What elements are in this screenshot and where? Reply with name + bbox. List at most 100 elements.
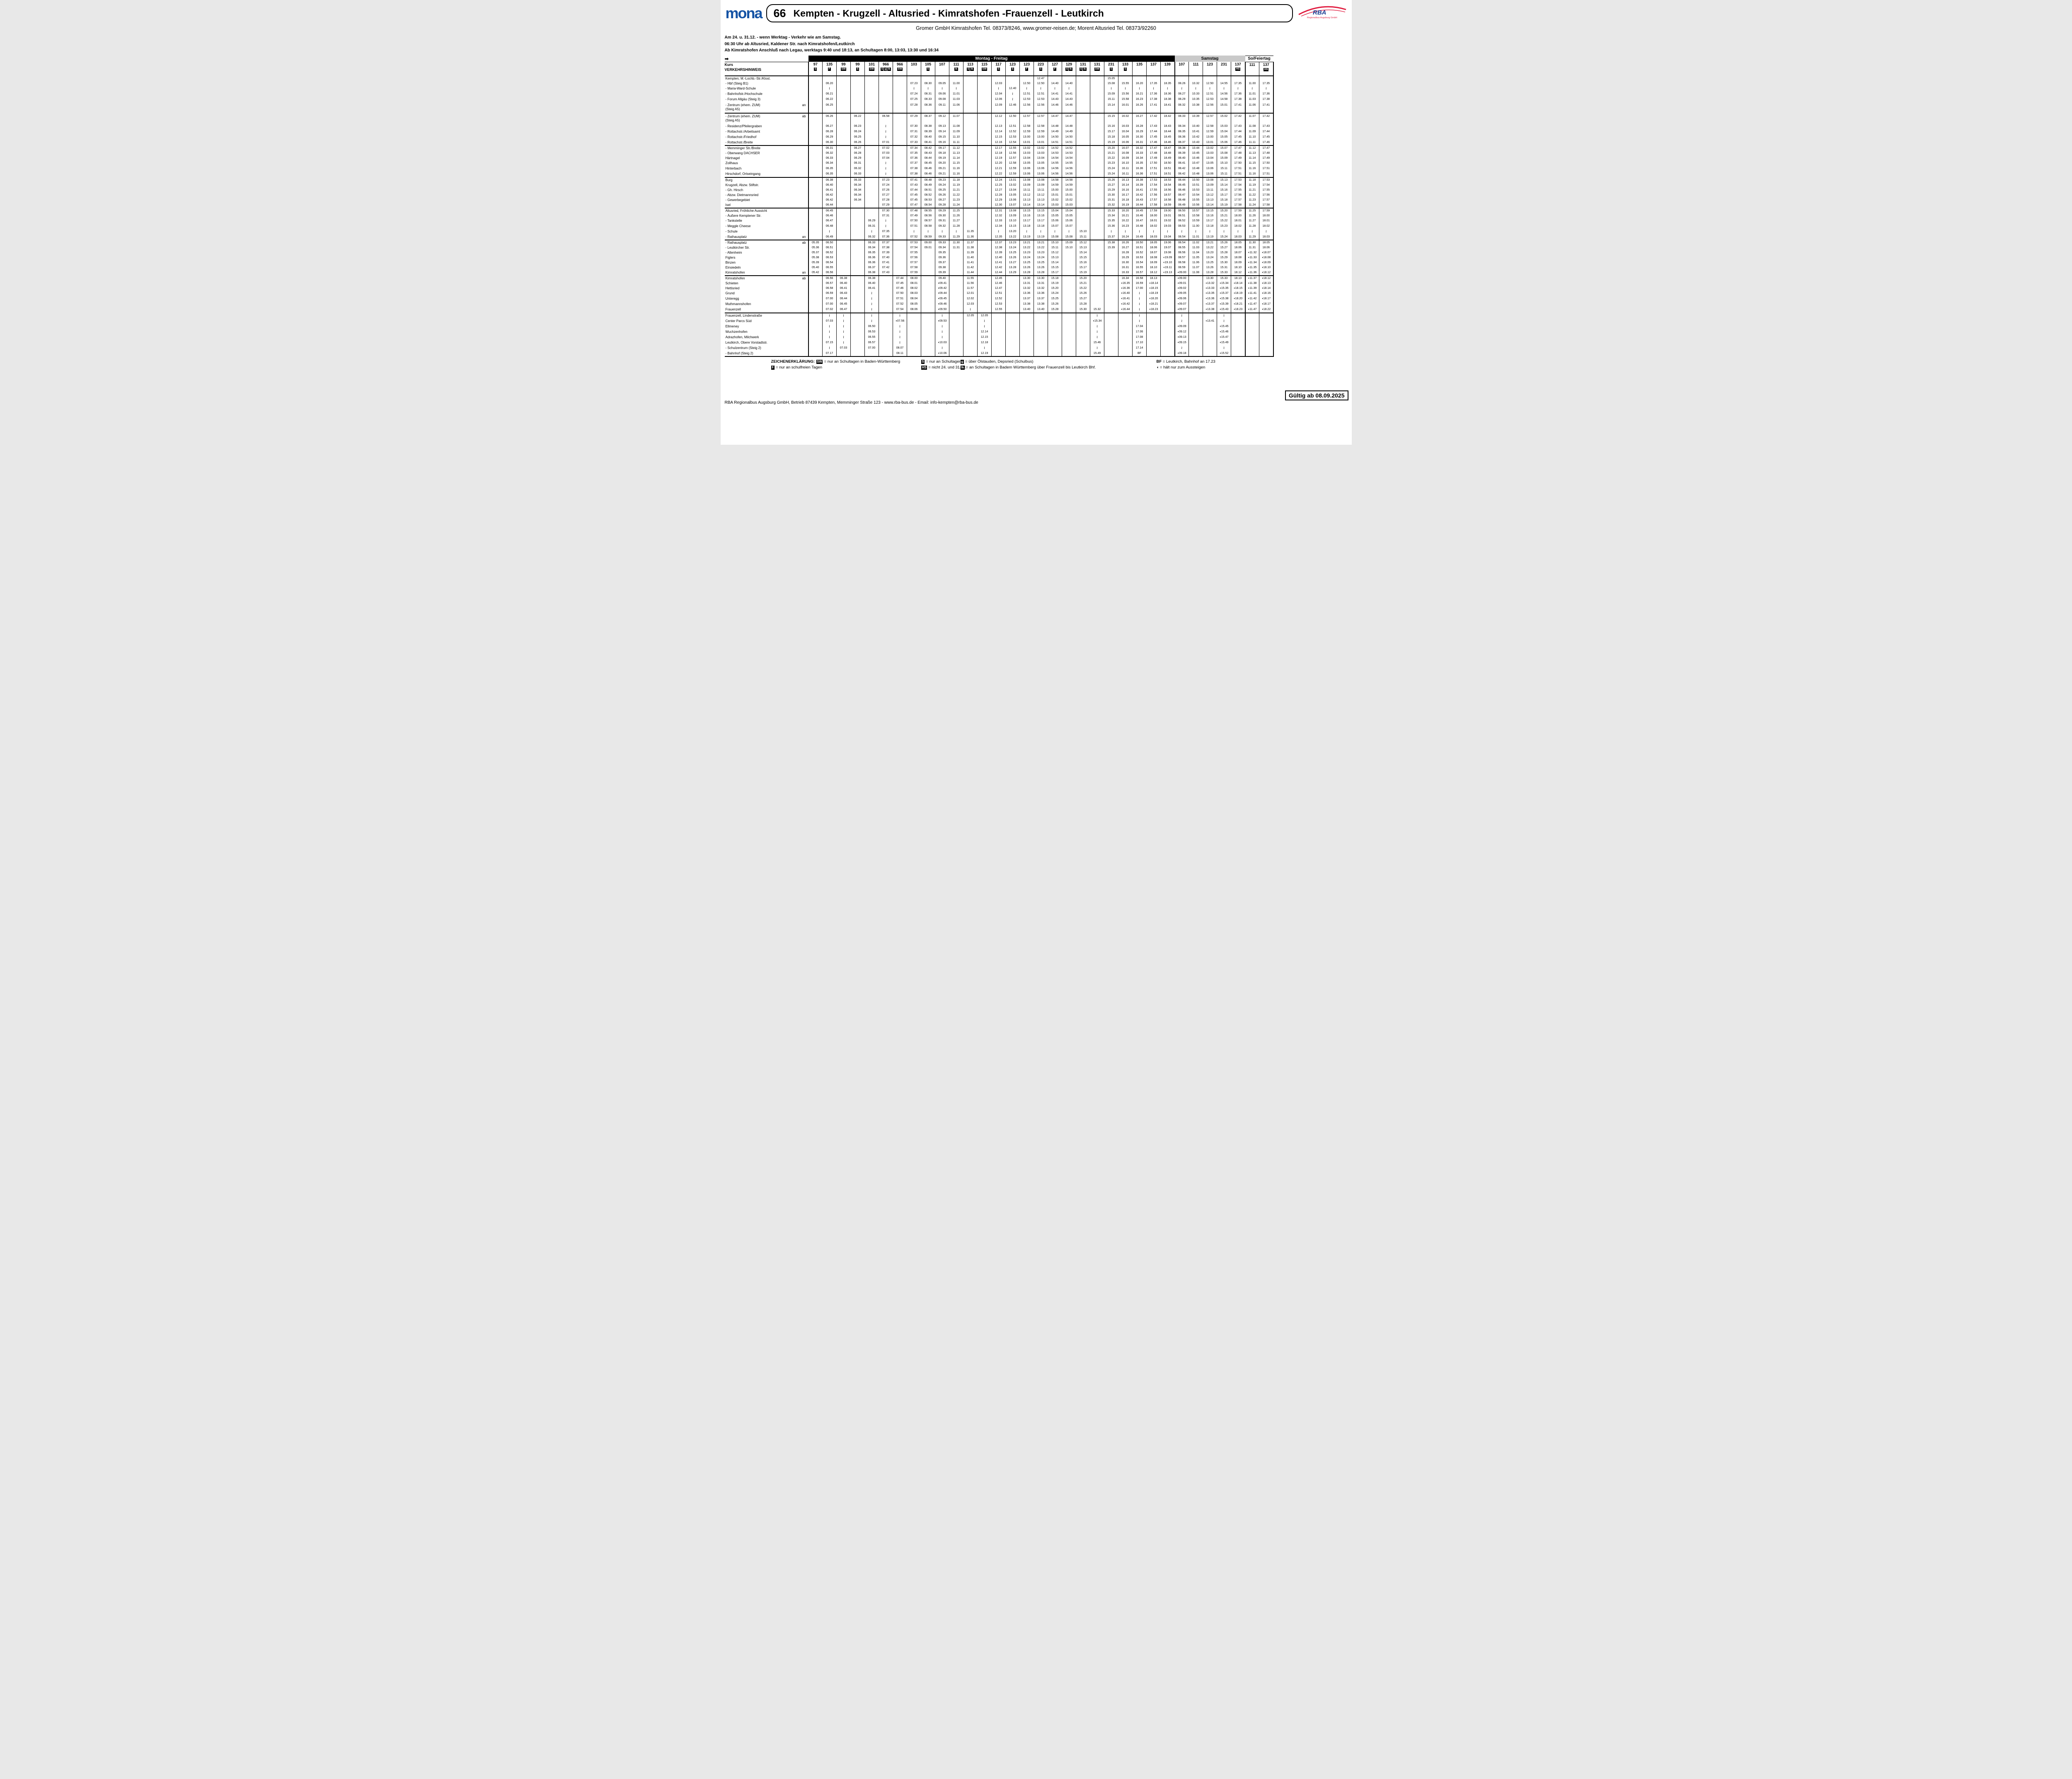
time-cell: ≀ [864,301,879,307]
time-cell [836,86,851,92]
time-cell [1076,202,1090,208]
time-cell [977,134,992,140]
time-cell [1188,301,1203,307]
time-cell: 17.00 [1132,286,1147,291]
time-cell: 17.36 [1146,91,1161,97]
no-stop-squiggle: ≀ [871,319,873,323]
time-cell: ≀ [935,312,949,319]
time-cell: ≀ [879,124,893,129]
time-cell: ◖15.37 [1217,291,1231,296]
time-cell: 09.27 [935,197,949,203]
time-cell [1076,97,1090,102]
time-cell [1160,291,1175,296]
line-title: Kempten - Krugzell - Altusried - Kimrats… [793,7,1104,19]
time-cell: 14.58 [1062,177,1076,183]
time-cell: 15.07 [1062,223,1076,229]
time-cell: 17.38 [1146,97,1161,102]
time-cell: 19.04 [1160,234,1175,240]
time-cell: 08.06 [907,307,921,313]
time-cell: 07.30 [907,124,921,129]
time-cell: 12.01 [963,291,978,296]
time-cell: 12.51 [1019,91,1034,97]
time-cell: 05.38 [808,255,823,260]
time-cell: ≀ [935,329,949,335]
time-cell: 11.15 [1244,160,1259,166]
time-cell: 14.56 [1048,171,1062,177]
time-cell: 17.43 [1231,124,1245,129]
time-cell: 12.56 [1019,102,1034,113]
time-cell [808,75,823,81]
time-cell: ≀ [921,86,935,92]
no-stop-squiggle: ≀ [1096,335,1098,339]
time-cell: 07.46 [893,286,907,291]
time-cell [1160,75,1175,81]
no-stop-squiggle: ≀ [885,224,887,228]
time-cell: 13.28 [1019,270,1034,276]
time-cell: 11.26 [949,213,963,218]
time-cell: 19.00 [1160,207,1175,213]
time-cell: 09.14 [935,129,949,135]
time-cell: 12.06 [991,97,1006,102]
time-cell [808,134,823,140]
time-cell: 13.23 [1019,250,1034,255]
time-cell: 16.26 [1132,102,1147,113]
time-cell: 12.45 [991,275,1006,281]
no-stop-squiggle: ≀ [899,313,901,318]
time-cell: 12.59 [1005,171,1020,177]
no-stop-squiggle: ≀ [842,335,845,339]
time-cell: 07.45 [893,281,907,286]
station-cell: Ellmeney [725,325,739,328]
time-cell [808,197,823,203]
time-cell: 18.46 [1160,140,1175,145]
time-cell: 13.11 [1034,187,1048,193]
time-cell: 15.01 [1062,192,1076,198]
time-cell [808,112,823,124]
time-cell: 16.10 [1118,160,1133,166]
kurs-column-111: 111 [1244,62,1259,76]
time-cell [1244,329,1259,335]
time-cell: 07.00 [864,345,879,351]
time-cell: ≀ [1231,86,1245,92]
time-cell: 15.08 [1062,234,1076,240]
time-cell [1090,81,1104,86]
time-cell: ◖18.15 [1231,286,1245,291]
time-cell [893,150,907,156]
time-cell [1244,345,1259,351]
time-cell: 18.48 [1160,150,1175,156]
time-cell [1203,312,1217,319]
station-row: Kimratshofen an 05.42 06.56 06.38 07.43 07.59 0… [725,270,1274,276]
time-cell [864,182,879,188]
time-cell [1090,270,1104,276]
time-cell: 11.06 [1244,102,1259,113]
time-cell [1244,75,1259,81]
time-cell [808,155,823,161]
time-cell: 07.45 [907,197,921,203]
time-cell: 13.06 [1005,197,1020,203]
time-cell [1019,340,1034,346]
time-cell: 10.58 [1188,213,1203,218]
no-stop-squiggle: ≀ [913,229,915,234]
time-cell: ◖09.46 [935,301,949,307]
time-cell: 16.32 [1132,145,1147,151]
time-cell: 15.03 [1048,202,1062,208]
time-cell [1062,324,1076,330]
time-cell: 11.23 [1244,197,1259,203]
time-cell: ≀ [1062,86,1076,92]
station-row: Center Parcs Süd 07.03 ≀ ≀ ◖07.56 ◖09.53 ≀ ◖15.… [725,318,1274,324]
time-cell [836,213,851,218]
time-cell: ◖09.15 [1174,340,1189,346]
time-cell [1076,86,1090,92]
badge-SW: SW [869,68,875,71]
time-cell: 17.48 [1259,150,1274,156]
time-cell: ≀ [893,329,907,335]
time-cell [1104,345,1118,351]
station-cell: Leutkirch, Obere Vorstadtstr. [725,341,767,344]
time-cell: 14.55 [1217,81,1231,86]
time-cell [977,145,992,151]
time-cell [1076,351,1090,357]
time-cell: 15.58 [1118,97,1133,102]
time-cell: 12.40 [991,255,1006,260]
time-cell: ◖16.41 [1118,296,1133,302]
time-cell: 14.58 [1048,177,1062,183]
no-stop-squiggle: ≀ [885,124,887,128]
